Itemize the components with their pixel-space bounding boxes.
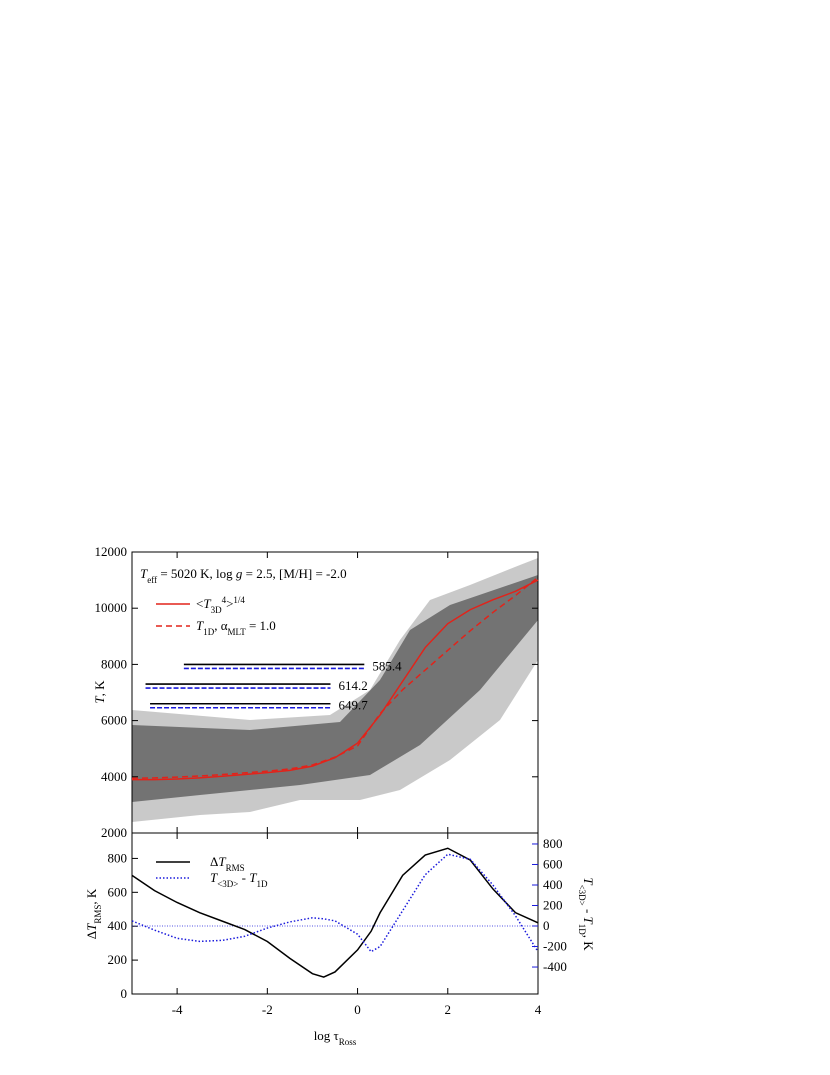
y2-tick-label: 600 [543, 856, 563, 871]
y-tick-label: 800 [108, 850, 128, 865]
y-tick-label: 6000 [101, 713, 127, 728]
y-tick-label: 200 [108, 952, 128, 967]
y2-axis-label: T<3D> - T1D, K [577, 877, 596, 951]
legend-label: T1D, αMLT = 1.0 [196, 618, 276, 637]
y-tick-label: 4000 [101, 769, 127, 784]
series-line [131, 853, 539, 953]
y2-tick-label: 800 [543, 836, 563, 851]
x-tick-label: 0 [354, 1002, 361, 1017]
bottom-frame [131, 832, 539, 995]
y-tick-label: 400 [108, 918, 128, 933]
scale-bar-label: 614.2 [338, 678, 367, 693]
x-tick-label: -4 [172, 1002, 183, 1017]
x-axis-label: log τRoss [314, 1028, 357, 1047]
y2-tick-label: 0 [543, 918, 550, 933]
y-tick-label: 0 [121, 986, 128, 1001]
density-map [132, 558, 538, 822]
y2-tick-label: 200 [543, 898, 563, 913]
y-axis-label: ΔTRMS, K [84, 888, 103, 939]
x-tick-label: -2 [262, 1002, 273, 1017]
legend-label: <T3D4>1/4 [196, 595, 245, 615]
series-line [131, 576, 539, 779]
scale-bar-label: 649.7 [338, 698, 368, 713]
y-tick-label: 12000 [95, 544, 128, 559]
y-tick-label: 600 [108, 884, 128, 899]
y-tick-label: 8000 [101, 656, 127, 671]
y2-tick-label: -200 [543, 939, 567, 954]
y2-tick-label: -400 [543, 959, 567, 974]
scale-bar-label: 585.4 [372, 658, 402, 673]
x-tick-label: 4 [535, 1002, 542, 1017]
y-tick-label: 2000 [101, 825, 127, 840]
x-tick-label: 2 [445, 1002, 452, 1017]
y2-tick-label: 400 [543, 877, 563, 892]
y-axis-label: T, K [92, 680, 107, 704]
annotation: Teff = 5020 K, log g = 2.5, [M/H] = -2.0 [140, 566, 347, 585]
series-line [131, 847, 539, 978]
legend-label: ΔTRMS [210, 854, 245, 873]
y-tick-label: 10000 [95, 600, 128, 615]
density-inner [132, 575, 538, 802]
legend-label: T<3D> - T1D [210, 870, 268, 889]
